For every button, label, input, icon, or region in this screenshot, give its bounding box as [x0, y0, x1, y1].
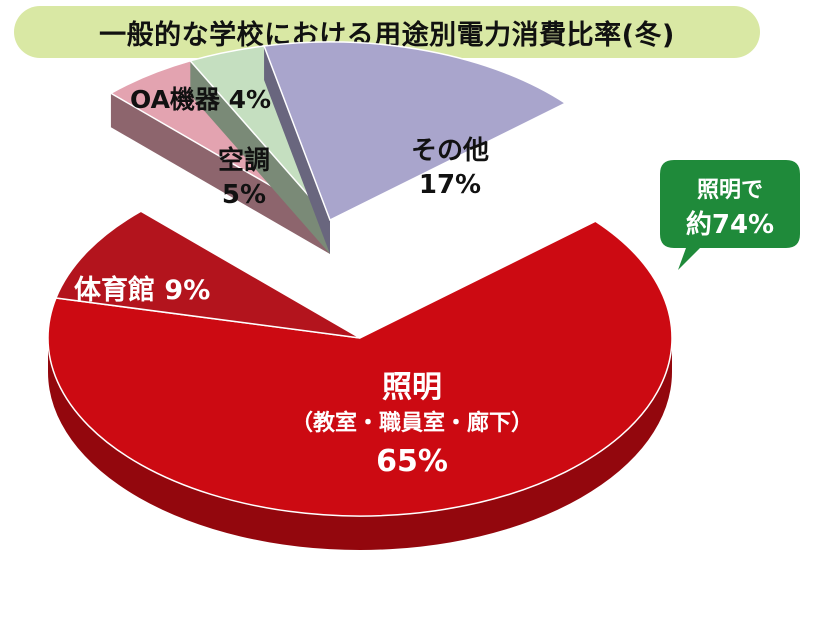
slice-face-2: [110, 93, 330, 254]
slice-label-oa: OA機器 4%: [130, 80, 271, 116]
slice-side-0-0: [48, 338, 672, 550]
callout-text: 照明で 約74%: [660, 174, 800, 242]
slice-face-3: [190, 60, 330, 254]
callout-line1: 照明で: [696, 178, 763, 203]
gym-label-name: 体育館: [74, 275, 155, 306]
gym-label-value: 9%: [164, 275, 211, 306]
aircon-label-name: 空調: [217, 146, 270, 176]
slice-label-other: その他 17%: [402, 134, 498, 202]
lighting-label-name: 照明: [382, 370, 442, 405]
other-label-name: その他: [410, 136, 489, 166]
slice-label-gym: 体育館 9%: [74, 268, 210, 307]
slice-top-1: [54, 210, 361, 339]
pie-slices-group: [47, 41, 673, 550]
other-label-value: 17%: [418, 170, 482, 200]
oa-label-value: 4%: [228, 85, 272, 114]
callout-bubble-shape: [660, 160, 800, 270]
lighting-label-sublabel: （教室・職員室・廊下）: [290, 411, 533, 436]
slice-top-4: [263, 41, 567, 222]
callout-line2: 約74%: [685, 210, 775, 240]
lighting-label-value: 65%: [376, 444, 448, 479]
callout-bubble: 照明で 約74%: [660, 160, 800, 270]
slice-top-0: [47, 220, 673, 517]
aircon-label-value: 5%: [221, 180, 267, 210]
slice-label-lighting: 照明 （教室・職員室・廊下） 65%: [262, 368, 562, 484]
slice-label-aircon: 空調 5%: [212, 144, 276, 212]
oa-label-name: OA機器: [130, 85, 220, 114]
slice-face-4: [264, 46, 330, 254]
